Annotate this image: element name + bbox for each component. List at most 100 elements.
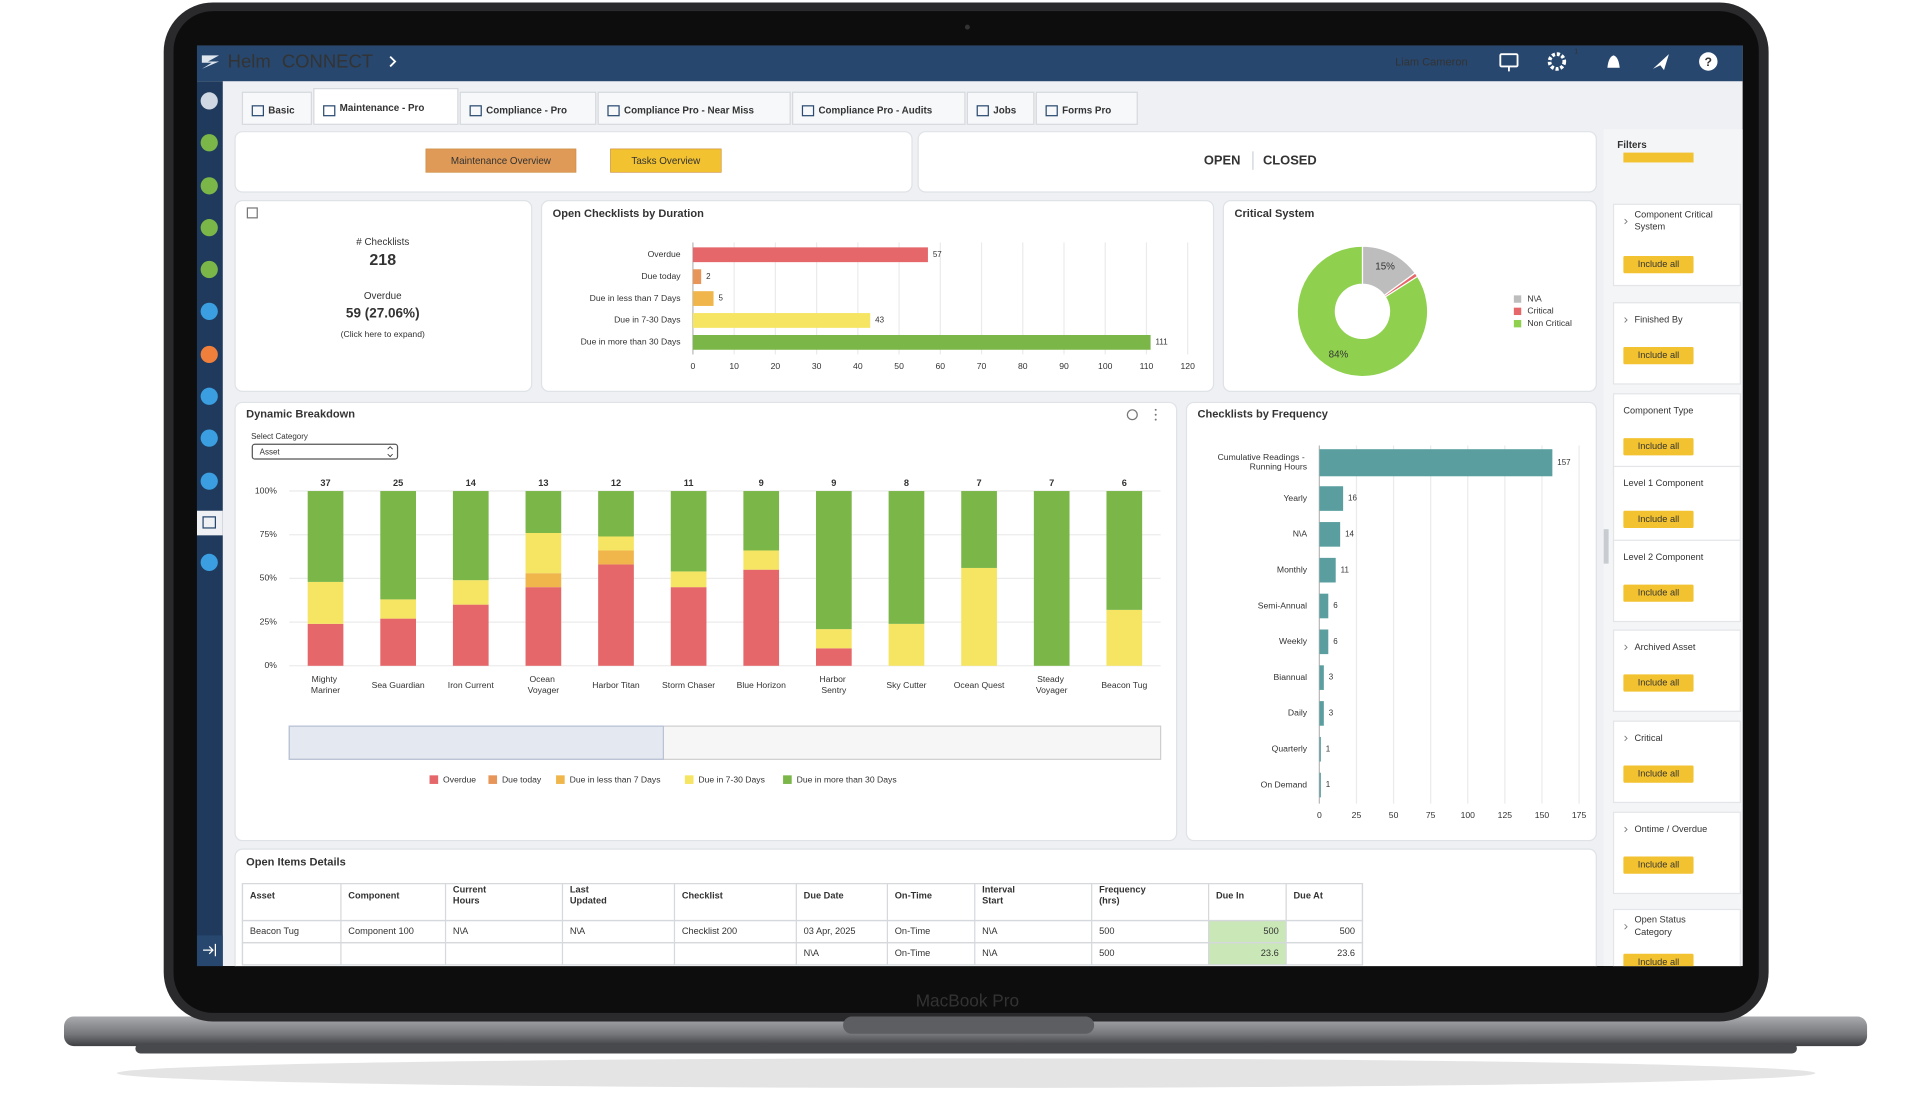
bar-segment (598, 491, 634, 537)
nav-icon (200, 219, 218, 237)
tab[interactable] (966, 91, 1035, 125)
bar (1319, 557, 1336, 583)
filter-chevron (1624, 317, 1628, 323)
bar-segment (598, 536, 634, 551)
tab-icon (469, 105, 482, 117)
y-tick-label: Daily (1288, 708, 1308, 718)
overview-button-label: Maintenance Overview (451, 156, 552, 167)
filter-label[interactable]: Component Type (1623, 405, 1693, 415)
bar-total: 25 (393, 478, 403, 488)
nav-icon (200, 387, 218, 405)
filter-chevron (1624, 644, 1628, 651)
tab[interactable] (459, 91, 597, 125)
nav-icon (200, 92, 218, 110)
include-all-label: Include all (1638, 769, 1680, 779)
bar-total: 8 (904, 478, 909, 488)
include-all-label: Include all (1638, 860, 1680, 870)
x-tick-label: Blue Horizon (737, 680, 787, 690)
card (1185, 401, 1597, 842)
x-tick-label: 40 (853, 361, 863, 371)
nav-active (196, 510, 223, 536)
overview-button[interactable] (610, 148, 722, 173)
slice-label: 84% (1329, 350, 1349, 361)
bell-icon (1607, 55, 1620, 68)
tab-label: Maintenance - Pro (340, 103, 425, 114)
filter-label[interactable]: Open Status Category (1634, 915, 1688, 937)
x-tick-label: 70 (977, 361, 987, 371)
brand-chevron (389, 55, 397, 68)
include-all-button[interactable] (1623, 765, 1694, 783)
filter-label[interactable]: Ontime / Overdue (1634, 824, 1707, 834)
filter-label[interactable]: Finished By (1634, 314, 1683, 324)
tab[interactable] (313, 87, 459, 125)
legend-label[interactable]: Overdue (443, 775, 476, 785)
tab-label: Compliance Pro - Audits (818, 105, 932, 116)
filter-chevron (1624, 923, 1628, 930)
value-label: 2 (706, 272, 711, 281)
bar (1319, 772, 1321, 798)
expand-hint[interactable]: (Click here to expand) (341, 329, 425, 339)
include-all-button[interactable] (1623, 510, 1694, 528)
tab-icon (801, 105, 815, 117)
filter-label[interactable]: Critical (1634, 733, 1662, 743)
tab[interactable] (1035, 91, 1138, 125)
filter-label-line: Component Critical (1634, 210, 1715, 220)
filter-label[interactable]: Archived Asset (1634, 642, 1695, 652)
bar-total: 14 (466, 478, 477, 488)
status-open[interactable]: OPEN (1204, 153, 1241, 168)
notification-count: 1 (1574, 47, 1578, 56)
include-all-button[interactable] (1623, 953, 1694, 971)
x-tick-label: 25 (1352, 810, 1362, 820)
slice-label: 15% (1375, 262, 1395, 273)
include-all-button[interactable] (1623, 674, 1694, 692)
legend-swatch (684, 775, 694, 784)
value-label: 3 (1329, 673, 1334, 682)
include-all-button[interactable] (1623, 438, 1694, 456)
bar (1319, 486, 1344, 511)
legend-label[interactable]: Due in 7-30 Days (698, 775, 765, 785)
tab-icon (976, 105, 989, 117)
checklists-label: # Checklists (356, 237, 409, 248)
tab[interactable] (241, 91, 313, 125)
legend-swatch (488, 775, 498, 784)
legend-label[interactable]: Due in less than 7 Days (570, 775, 661, 785)
table-cell: 500 (1099, 948, 1114, 958)
y-tick-label: Cumulative Readings - Running Hours (1218, 452, 1307, 472)
nav-icon (200, 302, 218, 320)
menu-dot (1154, 413, 1157, 416)
user-name: Liam Cameron (1395, 57, 1468, 69)
filter-label[interactable]: Level 1 Component (1623, 478, 1703, 488)
bar-segment (816, 491, 852, 630)
legend-label[interactable]: Due today (502, 775, 542, 785)
tab-label: Jobs (993, 105, 1016, 116)
y-tick-label: N\A (1293, 529, 1308, 539)
include-all-button[interactable] (1623, 347, 1694, 365)
bar-segment (743, 491, 780, 551)
filter-label[interactable]: Level 2 Component (1623, 552, 1703, 562)
bar-segment (452, 491, 489, 581)
x-tick-label: 80 (1018, 361, 1028, 371)
filter-label[interactable]: Component Critical System (1634, 210, 1715, 232)
bar-total: 37 (320, 478, 330, 488)
brand-name: Helm (228, 51, 271, 72)
x-tick-label-line: Harbor (819, 674, 848, 684)
tab[interactable] (792, 91, 966, 125)
x-tick-label: Sky Cutter (886, 680, 926, 690)
legend-label[interactable]: Due in more than 30 Days (797, 775, 897, 785)
filter-block (1612, 539, 1741, 623)
x-tick-label: 10 (729, 361, 739, 371)
category-select[interactable] (251, 443, 399, 460)
y-tick-label: 75% (260, 529, 278, 539)
checklists-count: 218 (369, 252, 396, 269)
include-all-button[interactable] (1623, 856, 1694, 874)
chart-title: Dynamic Breakdown (246, 409, 355, 421)
nav-icon (200, 472, 218, 490)
bar-segment (307, 623, 344, 666)
select-arrow (387, 446, 393, 458)
tab[interactable] (597, 91, 791, 125)
overview-button[interactable] (425, 148, 577, 173)
brand-logo (201, 55, 220, 69)
include-all-button[interactable] (1623, 584, 1694, 602)
status-closed[interactable]: CLOSED (1263, 153, 1317, 168)
include-all-button[interactable] (1623, 255, 1694, 274)
